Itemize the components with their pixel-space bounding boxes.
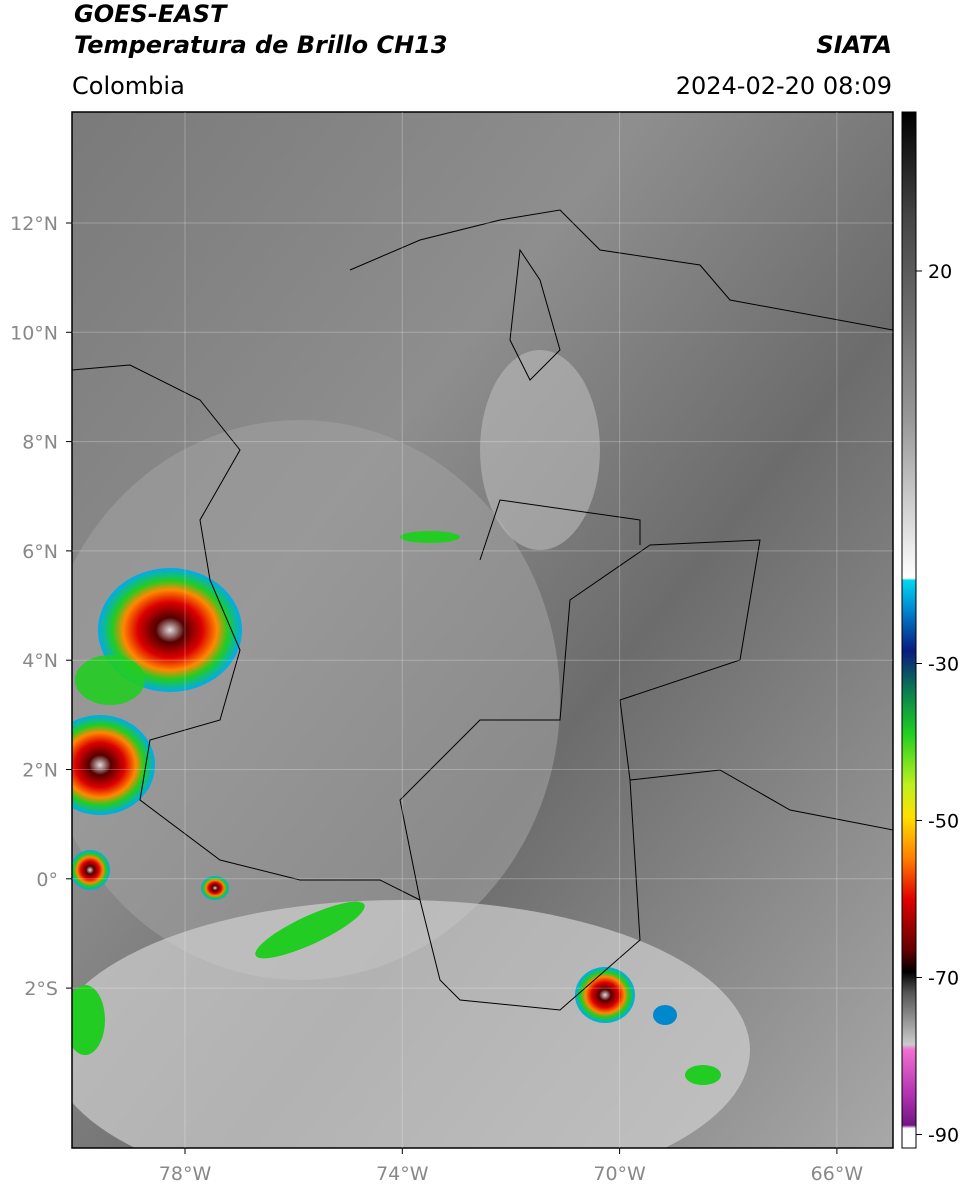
datetime: 2024-02-20 08:09	[676, 72, 892, 100]
lat-label: 8°N	[22, 432, 58, 454]
colorbar-tick-label: -30	[928, 654, 959, 676]
lat-label: 4°N	[22, 650, 58, 672]
colorbar-tick-label: -70	[928, 968, 959, 990]
lon-label: 66°W	[811, 1163, 864, 1185]
lat-label: 10°N	[10, 322, 58, 344]
satellite: GOES-EAST	[74, 0, 228, 28]
satellite-image	[72, 112, 893, 1148]
lon-label: 78°W	[159, 1163, 212, 1185]
lon-label: 70°W	[593, 1163, 646, 1185]
lat-label: 2°S	[24, 978, 58, 1000]
colorbar-tick-label: 20	[928, 261, 952, 283]
lat-label: 0°	[36, 869, 58, 891]
colorbar-tick-label: -90	[928, 1125, 959, 1147]
lat-label: 12°N	[10, 213, 58, 235]
map-frame	[71, 111, 894, 1149]
lat-label: 2°N	[22, 760, 58, 782]
source: SIATA	[816, 31, 892, 59]
colorbar-tick-label: -50	[928, 811, 959, 833]
lat-label: 6°N	[22, 541, 58, 563]
lon-label: 74°W	[376, 1163, 429, 1185]
colorbar	[901, 111, 917, 1149]
region: Colombia	[72, 72, 185, 100]
product: Temperatura de Brillo CH13	[74, 31, 448, 59]
